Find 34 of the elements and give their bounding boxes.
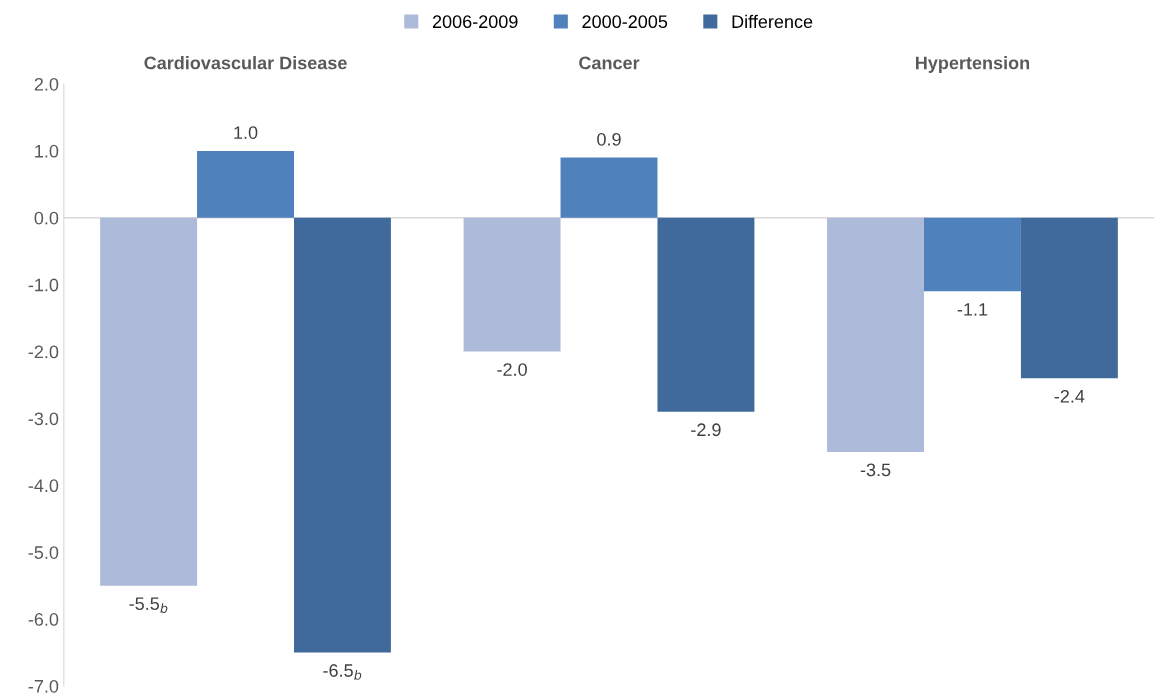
y-tick-label: 2.0 (34, 77, 59, 91)
y-tick-label: -3.0 (28, 412, 59, 426)
data-label: -2.9 (691, 423, 721, 437)
data-label: -3.5 (860, 463, 891, 477)
bar (463, 217, 561, 352)
data-label: 1.0 (234, 126, 258, 139)
legend-label: 2006-2009 (432, 15, 518, 29)
y-tick-label: -4.0 (28, 479, 59, 493)
data-label: -1.1 (957, 303, 988, 316)
bar (657, 217, 755, 412)
legend-label: 2000-2005 (582, 15, 668, 29)
bar (1020, 217, 1118, 379)
bar (197, 150, 294, 218)
y-tick-label: -6.0 (28, 613, 59, 626)
y-tick-label: 0.0 (34, 211, 59, 225)
x-tick-label: Cardiovascular Disease (144, 56, 347, 70)
y-tick-label: -2.0 (28, 345, 59, 359)
x-tick-label: Hypertension (915, 56, 1030, 73)
y-tick-label: -5.0 (28, 546, 59, 559)
x-tick-label: Cancer (579, 56, 640, 70)
bar (924, 217, 1021, 292)
data-label: -2.0 (497, 363, 527, 376)
data-label: -6.5$_{b}$ (323, 664, 362, 680)
y-tick-label: 1.0 (35, 144, 59, 158)
bar (560, 157, 658, 218)
bar (827, 217, 924, 452)
data-label: -2.4 (1054, 389, 1085, 403)
bar (100, 217, 198, 586)
bar (294, 217, 391, 653)
data-label: 0.9 (597, 132, 621, 146)
y-tick-label: -7.0 (28, 679, 59, 693)
data-label: -5.5$_{b}$ (129, 597, 168, 613)
legend-label: Difference (732, 14, 813, 29)
y-tick-label: -1.0 (28, 278, 59, 292)
